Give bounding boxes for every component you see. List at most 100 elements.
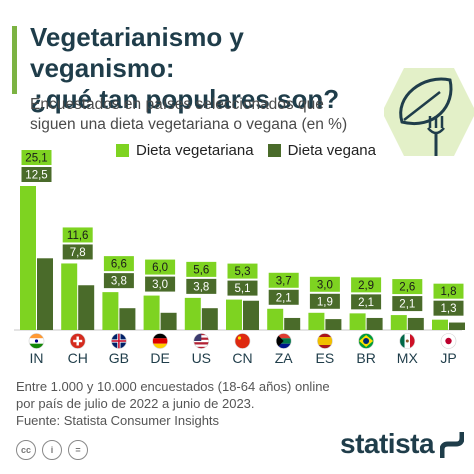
legend-swatch-vegan [267,144,281,157]
bar-vegan-CH [78,285,95,330]
label-box-vegan-CH [62,244,93,260]
label-box-vegetarian-US [186,261,217,277]
legend-item-vegan: Dieta vegana [267,142,376,159]
statista-logo-text[interactable]: statista [340,428,435,459]
label-box-vegan-JP [433,300,464,316]
label-box-vegetarian-MX [392,279,423,295]
data-label-vegetarian-DE: 6,0 [152,262,168,274]
data-label-vegan-IN: 12,5 [25,170,47,182]
data-label-vegetarian-CH: 11,6 [67,230,89,242]
bar-vegetarian-CH [61,263,78,330]
data-label-vegan-ZA: 2,1 [276,292,292,304]
subtitle-line-2: siguen una dieta vegetariana o vegana (e… [30,116,348,133]
bar-vegetarian-ES [308,312,325,330]
germany-flag [152,333,168,349]
label-box-vegan-DE [145,276,176,292]
title-accent-bar [12,26,17,94]
bar-vegetarian-CN [226,299,242,330]
china-flag [234,333,251,349]
bar-vegan-JP [449,322,465,330]
data-label-vegan-MX: 2,1 [399,299,415,311]
leaf-fork-icon [384,68,474,156]
tick-label-DE: DE [150,350,169,366]
data-label-vegetarian-IN: 25,1 [25,153,47,165]
bar-vegan-US [201,308,218,330]
data-label-vegan-JP: 1,3 [441,303,457,315]
label-box-vegan-US [186,278,217,294]
license-icons: cc i = [16,440,94,460]
tick-label-ZA: ZA [275,350,294,366]
legend-label-vegetarian: Dieta vegetariana [136,142,254,159]
tick-label-BR: BR [356,350,375,366]
brazil-flag [358,333,374,349]
data-label-vegetarian-BR: 2,9 [358,280,374,292]
bar-vegan-BR [366,317,383,330]
usa-flag [193,333,210,349]
data-label-vegetarian-US: 5,6 [193,264,209,276]
data-label-vegan-BR: 2,1 [358,297,374,309]
bar-vegetarian-DE [143,295,160,330]
label-box-vegetarian-ZA [268,272,299,288]
label-box-vegan-CN [227,280,258,296]
bar-vegan-ZA [284,317,301,330]
bar-vegetarian-JP [432,319,448,330]
south-africa-flag [275,333,292,349]
tick-label-MX: MX [397,350,419,366]
page-subtitle: Encuestados en países seleccionados que … [30,95,360,135]
tick-label-IN: IN [30,350,44,366]
uk-flag [111,333,127,349]
bar-vegan-ES [325,319,342,330]
data-label-vegan-GB: 3,8 [111,276,127,288]
data-label-vegan-US: 3,8 [193,281,209,293]
data-label-vegan-CN: 5,1 [235,283,251,295]
data-label-vegetarian-GB: 6,6 [111,259,127,271]
label-box-vegetarian-JP [433,283,464,299]
subtitle-line-1: Encuestados en países seleccionados que [30,96,324,113]
bar-vegan-GB [119,308,136,330]
person-icon[interactable]: i [42,440,62,460]
switzerland-flag [69,333,86,349]
title-line-1: Vegetarianismo y veganismo: [30,22,244,83]
statista-logo-icon [440,432,464,458]
bar-vegetarian-US [184,297,201,330]
cc-icon[interactable]: cc [16,440,36,460]
bar-vegetarian-GB [102,292,119,330]
bar-vegan-DE [160,312,177,330]
data-label-vegetarian-CN: 5,3 [235,266,251,278]
label-box-vegan-ZA [268,289,299,305]
spain-flag [317,333,333,349]
label-box-vegetarian-BR [351,277,382,293]
tick-label-CH: CH [68,350,88,366]
legend-swatch-vegetarian [116,144,129,157]
tick-label-GB: GB [109,350,129,366]
japan-flag [440,333,457,349]
footnote: Entre 1.000 y 10.000 encuestados (18-64 … [16,378,356,429]
tick-label-US: US [192,350,211,366]
chart-legend: Dieta vegetariana Dieta vegana [116,142,390,159]
tick-label-JP: JP [440,350,456,366]
bar-vegetarian-IN [20,186,36,330]
label-box-vegan-MX [392,296,423,312]
label-box-vegetarian-IN [21,150,52,165]
bar-vegetarian-MX [390,315,407,330]
data-label-vegetarian-JP: 1,8 [441,286,457,298]
footnote-source: Fuente: Statista Consumer Insights [16,413,220,428]
legend-item-vegetarian: Dieta vegetariana [116,142,254,159]
mexico-flag [399,333,416,349]
data-label-vegetarian-ES: 3,0 [317,279,333,291]
page-title: Vegetarianismo y veganismo: ¿qué tan pop… [30,22,390,115]
footnote-line-2: por país de julio de 2022 a junio de 202… [16,396,255,411]
label-box-vegan-GB [103,273,134,289]
title-line-2: ¿qué tan populares son? [30,84,340,114]
bar-vegetarian-ZA [267,308,284,330]
label-box-vegetarian-DE [145,259,176,275]
bar-vegan-CN [243,300,259,330]
data-label-vegetarian-MX: 2,6 [399,282,415,294]
label-box-vegan-IN [21,167,52,182]
label-box-vegetarian-CH [62,227,93,243]
bar-vegan-IN [37,258,53,330]
tick-label-CN: CN [232,350,252,366]
equals-icon[interactable]: = [68,440,88,460]
data-label-vegetarian-ZA: 3,7 [276,275,292,287]
